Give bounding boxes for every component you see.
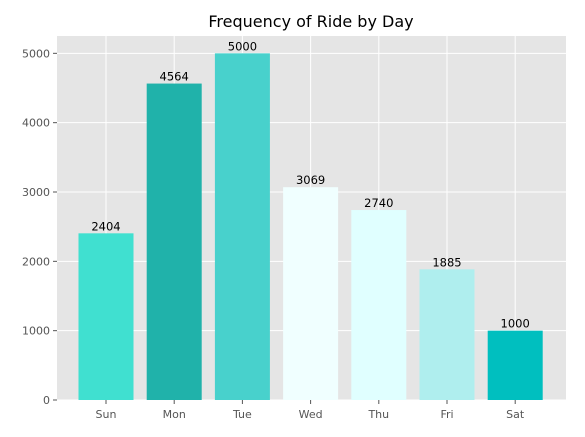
- x-tick-label: Thu: [367, 408, 389, 421]
- y-axis-ticks: 0 1000 2000 3000 4000 5000: [22, 47, 57, 407]
- data-label: 1000: [501, 317, 530, 331]
- bar-thu: [351, 210, 407, 400]
- x-tick-label: Mon: [163, 408, 186, 421]
- data-labels: 2404 4564 5000 3069 2740 1885 1000: [91, 39, 529, 330]
- x-tick-label: Wed: [299, 408, 323, 421]
- y-tick-label: 3000: [22, 186, 50, 199]
- bar-wed: [283, 187, 339, 400]
- bar-sun: [78, 233, 134, 400]
- bars: [78, 53, 543, 400]
- x-tick-label: Tue: [232, 408, 252, 421]
- x-tick-label: Sun: [96, 408, 117, 421]
- data-label: 2740: [364, 196, 393, 210]
- y-tick-label: 5000: [22, 47, 50, 60]
- bar-sat: [487, 330, 543, 400]
- bar-mon: [146, 83, 202, 400]
- data-label: 3069: [296, 173, 325, 187]
- bar-tue: [214, 53, 270, 400]
- data-label: 1885: [432, 255, 461, 269]
- x-tick-label: Sat: [506, 408, 525, 421]
- y-tick-label: 1000: [22, 325, 50, 338]
- chart-title: Frequency of Ride by Day: [208, 12, 413, 31]
- x-tick-label: Fri: [440, 408, 453, 421]
- y-tick-label: 0: [43, 394, 50, 407]
- x-axis-ticks: Sun Mon Tue Wed Thu Fri Sat: [96, 400, 525, 421]
- data-label: 2404: [91, 219, 120, 233]
- bar-fri: [419, 269, 475, 400]
- y-tick-label: 4000: [22, 117, 50, 130]
- data-label: 4564: [160, 70, 189, 84]
- y-tick-label: 2000: [22, 255, 50, 268]
- data-label: 5000: [228, 39, 257, 53]
